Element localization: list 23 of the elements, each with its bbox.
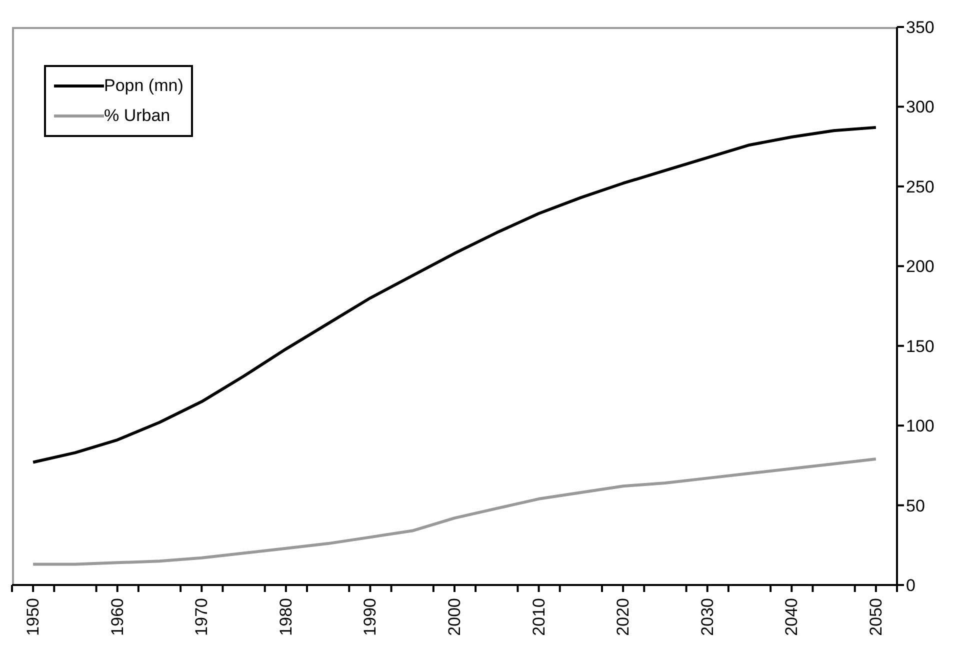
- x-tick-label: 2010: [529, 598, 548, 636]
- x-tick-label: 2040: [782, 598, 802, 636]
- x-tick-label: 1990: [360, 598, 380, 636]
- x-tick-label: 2020: [614, 598, 633, 636]
- y-tick-label: 0: [906, 576, 916, 596]
- x-tick-label: 2000: [445, 598, 464, 636]
- legend-label: Popn (mn): [104, 75, 184, 97]
- x-tick-label: 1950: [24, 598, 43, 636]
- y-tick-label: 150: [906, 336, 934, 356]
- x-tick-label: 2050: [866, 598, 886, 636]
- x-tick-label: 1960: [108, 598, 127, 636]
- x-tick-label: 1970: [192, 598, 212, 636]
- x-tick-label: 1980: [276, 598, 296, 636]
- x-tick-label: 2030: [698, 598, 717, 636]
- y-tick-label: 50: [906, 496, 925, 516]
- line-series: [32, 458, 878, 566]
- y-tick-label: 200: [906, 257, 934, 276]
- y-tick-label: 250: [906, 177, 934, 196]
- y-tick-label: 300: [906, 98, 934, 117]
- y-tick-label: 350: [906, 18, 934, 38]
- y-tick-label: 100: [906, 416, 934, 436]
- line-series: [32, 126, 878, 464]
- legend-label: % Urban: [104, 105, 170, 127]
